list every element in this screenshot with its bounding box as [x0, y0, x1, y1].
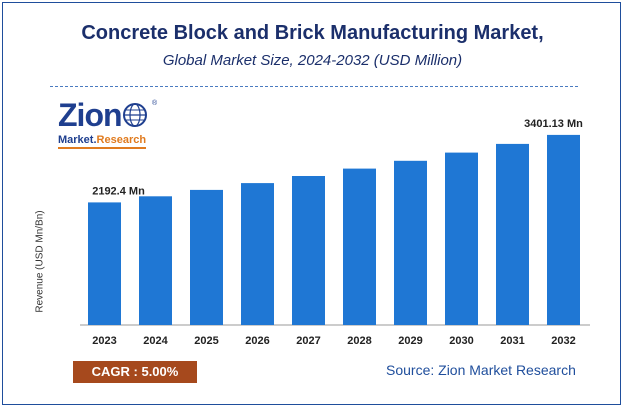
x-tick-label-2029: 2029 — [398, 335, 422, 347]
source-note: Source: Zion Market Research — [386, 362, 576, 378]
data-label-2032: 3401.13 Mn — [524, 118, 583, 130]
x-tick-label-2025: 2025 — [194, 335, 218, 347]
logo-registered-mark: ® — [152, 100, 158, 107]
bar-2023 — [88, 202, 121, 325]
x-tick-label-2030: 2030 — [449, 335, 473, 347]
logo-name: Zion — [58, 97, 123, 133]
zion-logo: Zion ® Market.Research — [58, 98, 158, 154]
x-tick-label-2031: 2031 — [500, 335, 524, 347]
bar-2029 — [394, 160, 427, 325]
bar-2030 — [445, 152, 478, 325]
x-tick-label-2028: 2028 — [347, 335, 371, 347]
bar-2027 — [292, 176, 325, 325]
logo-sub-left: Market. — [58, 134, 97, 146]
chart-title: Concrete Block and Brick Manufacturing M… — [81, 22, 544, 44]
x-tick-label-2027: 2027 — [296, 335, 320, 347]
cagr-badge: CAGR : 5.00% — [73, 361, 197, 383]
logo-sub-right: Research — [96, 134, 147, 146]
x-tick-label-2024: 2024 — [143, 335, 168, 347]
bar-2024 — [139, 196, 172, 325]
data-label-2023: 2192.4 Mn — [92, 185, 145, 197]
logo-subtitle: Market.Research — [58, 134, 147, 149]
bar-2031 — [496, 143, 529, 325]
title-divider — [50, 86, 578, 87]
chart-subtitle: Global Market Size, 2024-2032 (USD Milli… — [162, 52, 463, 69]
x-tick-label-2023: 2023 — [92, 335, 116, 347]
x-tick-label-2026: 2026 — [245, 335, 269, 347]
bar-2025 — [190, 189, 223, 325]
bar-2028 — [343, 168, 376, 325]
bar-2026 — [241, 183, 274, 325]
x-tick-label-2032: 2032 — [551, 335, 575, 347]
globe-icon — [123, 103, 147, 127]
bar-2032 — [547, 134, 580, 325]
